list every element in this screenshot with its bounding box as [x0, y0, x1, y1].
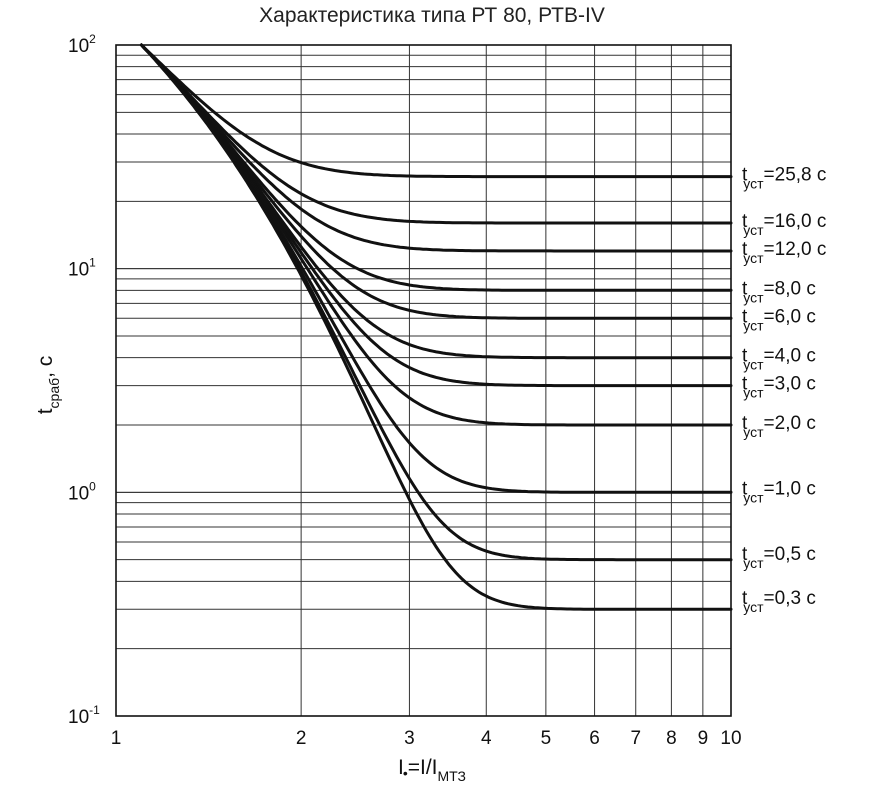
y-tick-label: 101	[68, 256, 96, 281]
curve-03	[140, 43, 733, 611]
x-tick-labels: 1 2 3 4 5 6 7 8 9 10	[111, 728, 742, 749]
curve-60	[140, 43, 733, 320]
x-tick-label: 5	[541, 728, 552, 749]
x-tick-label: 6	[589, 728, 600, 749]
curve-80	[140, 43, 733, 292]
series-label: tуст=3,0 с	[742, 374, 816, 401]
series-label: tуст=16,0 с	[742, 211, 826, 238]
series-label: tуст=1,0 с	[742, 478, 816, 505]
chart-title: Характеристика типа РТ 80, РТВ-IV	[259, 4, 605, 27]
series-label: tуст=12,0 с	[742, 239, 826, 266]
x-tick-label: 2	[296, 728, 307, 749]
x-tick-label: 1	[111, 728, 122, 749]
curve-160	[140, 43, 733, 225]
curve-05	[140, 43, 733, 562]
series-label: tуст=25,8 с	[742, 165, 826, 192]
y-tick-label: 100	[68, 479, 96, 504]
y-tick-label: 102	[68, 32, 96, 57]
y-tick-labels: 102 101 100 10-1	[68, 32, 100, 728]
x-tick-label: 9	[698, 728, 709, 749]
series-label: tуст=0,3 с	[742, 588, 816, 615]
grid	[115, 44, 732, 717]
series-label: tуст=6,0 с	[742, 306, 816, 333]
x-tick-label: 10	[720, 728, 741, 749]
y-axis-label: tсраб, с	[34, 356, 62, 415]
series-label: tуст=8,0 с	[742, 278, 816, 305]
series-label: tуст=4,0 с	[742, 346, 816, 373]
series-label: tуст=0,5 с	[742, 544, 816, 571]
curve-20	[140, 43, 733, 427]
curve-258	[140, 43, 733, 179]
x-tick-label: 7	[630, 728, 641, 749]
y-tick-label: 10-1	[68, 703, 100, 728]
curves	[140, 43, 733, 611]
curve-120	[140, 43, 733, 253]
x-tick-label: 8	[666, 728, 677, 749]
x-tick-label: 4	[481, 728, 492, 749]
plot-frame	[115, 44, 732, 717]
series-label: tуст=2,0 с	[742, 413, 816, 440]
x-axis-label: I•=I/IМТЗ	[398, 756, 466, 784]
x-tick-label: 3	[404, 728, 415, 749]
curve-30	[140, 43, 733, 388]
